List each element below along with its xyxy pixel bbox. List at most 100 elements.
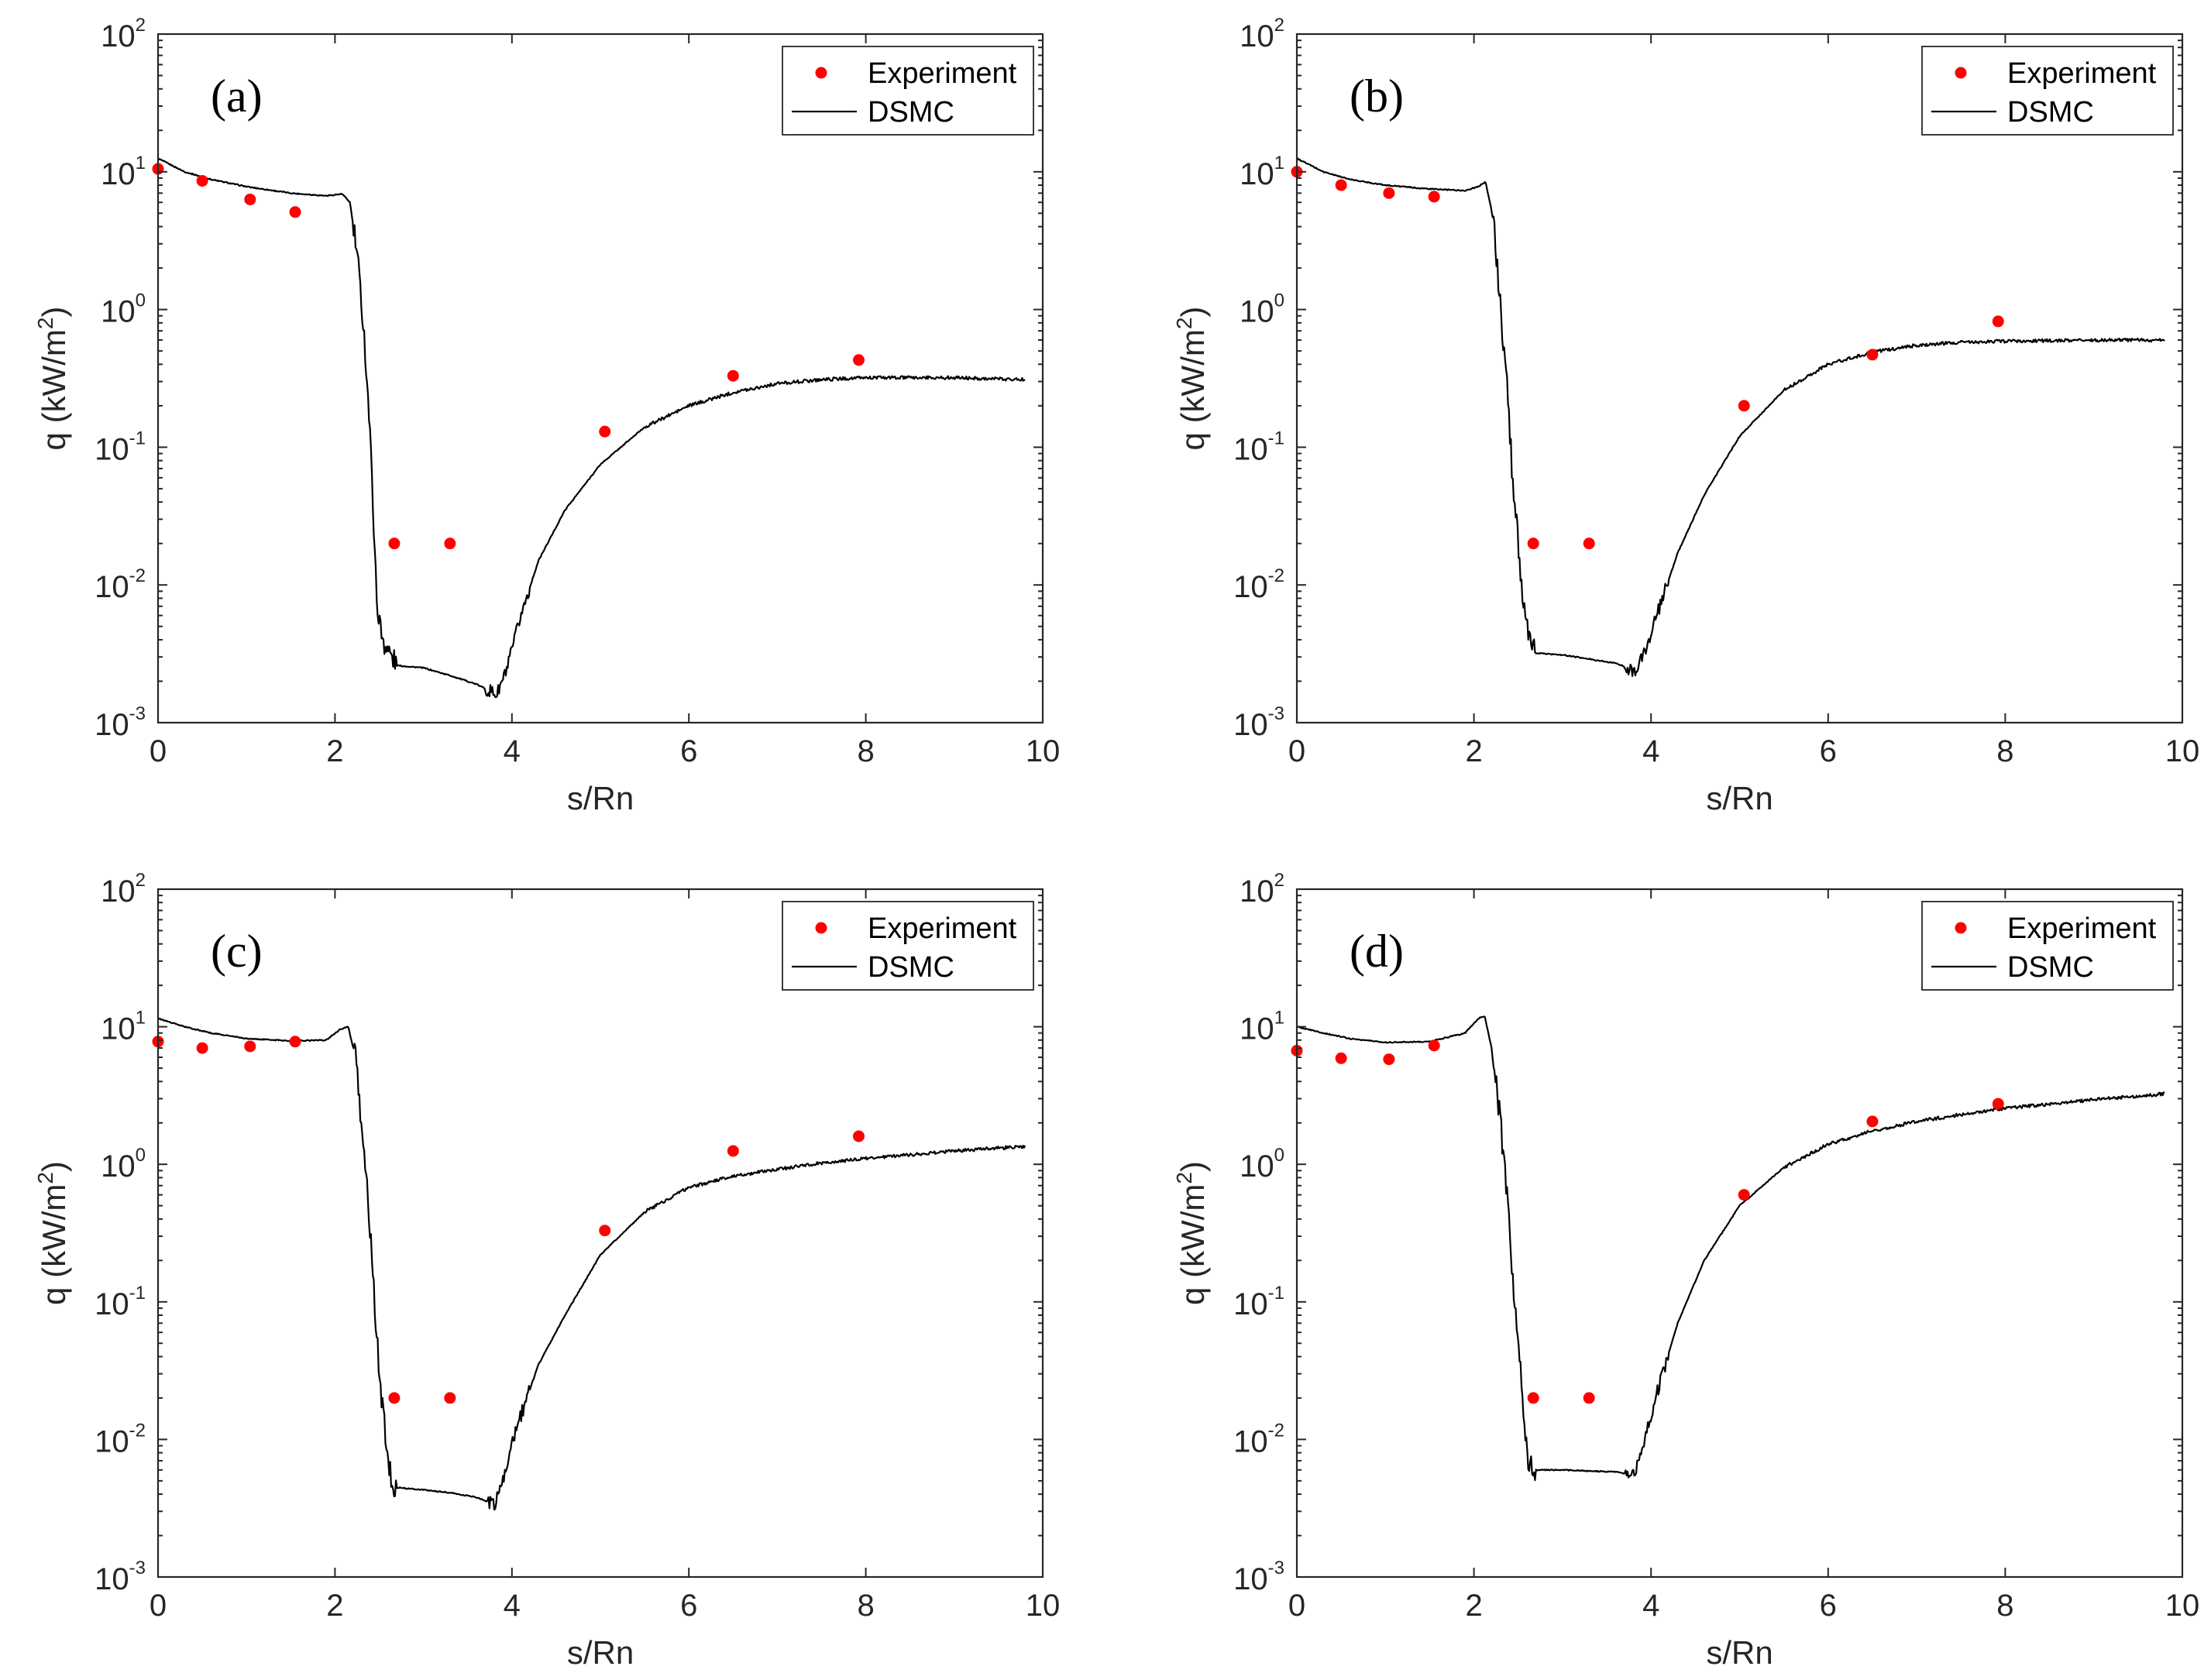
y-tick-label: 10-3 (1233, 703, 1284, 742)
x-tick-label: 8 (1996, 734, 2013, 768)
experiment-point (727, 369, 739, 382)
legend-experiment-marker (1955, 922, 1967, 934)
y-tick-label: 100 (101, 1145, 146, 1184)
x-tick-label: 4 (504, 734, 521, 768)
x-tick-label: 6 (1820, 734, 1837, 768)
x-axis-label: s/Rn (567, 780, 634, 816)
x-axis-label: s/Rn (1706, 1634, 1773, 1671)
y-tick-label: 101 (1240, 153, 1284, 191)
x-tick-label: 0 (1288, 1589, 1305, 1623)
experiment-point (289, 206, 301, 218)
experiment-point (289, 1036, 301, 1048)
x-tick-label: 10 (2165, 734, 2200, 768)
axes-frame (1295, 888, 2184, 1579)
x-tick-label: 2 (326, 734, 343, 768)
legend: Experiment DSMC (782, 46, 1034, 136)
legend-experiment-label: Experiment (868, 912, 1017, 945)
experiment-point (1527, 538, 1539, 550)
panel-label: (a) (211, 70, 263, 122)
y-tick-label: 10-3 (1233, 1558, 1284, 1596)
experiment-point (1738, 1189, 1750, 1201)
x-tick-label: 10 (2165, 1589, 2200, 1623)
y-tick-label: 10-2 (95, 565, 146, 604)
x-tick-label: 0 (150, 734, 167, 768)
panel-label: (b) (1350, 70, 1404, 122)
dsmc-curve (157, 157, 1026, 699)
legend-experiment-label: Experiment (2007, 912, 2157, 945)
experiment-point (599, 425, 611, 438)
y-tick-label: 10-3 (95, 1558, 146, 1596)
x-axis-label: s/Rn (1706, 780, 1773, 816)
experiment-point (1383, 1053, 1395, 1066)
y-tick-label: 100 (101, 290, 146, 329)
x-tick-label: 4 (1642, 1589, 1659, 1623)
y-tick-label: 102 (1240, 15, 1284, 53)
x-tick-label: 4 (504, 1589, 521, 1623)
y-tick-label: 10-1 (1233, 1283, 1284, 1321)
legend-experiment-marker (815, 67, 827, 79)
experiment-point (1738, 400, 1750, 412)
x-axis-label: s/Rn (567, 1634, 634, 1671)
y-tick-label: 10-3 (95, 703, 146, 742)
chart-panel-d: 0 2 4 6 8 10 10-3 10-2 10-1 100 101 102 s/Rn q (kW/m2… (1172, 870, 2199, 1671)
chart-panel-a: 0 2 4 6 8 10 10-3 10-2 10-1 100 101 102 s/Rn q (kW/m2… (33, 15, 1060, 816)
y-tick-label: 10-2 (95, 1420, 146, 1458)
y-tick-label: 10-2 (1233, 1420, 1284, 1458)
y-axis-label: q (kW/m2) (1172, 1161, 1211, 1305)
legend-dsmc-label: DSMC (2007, 951, 2094, 984)
y-tick-label: 100 (1240, 290, 1284, 329)
legend-dsmc-label: DSMC (868, 951, 954, 984)
experiment-point (1583, 538, 1595, 550)
experiment-point (1992, 1098, 2004, 1110)
y-tick-label: 100 (1240, 1145, 1284, 1184)
legend: Experiment DSMC (782, 901, 1034, 991)
y-tick-label: 10-2 (1233, 565, 1284, 604)
x-tick-label: 8 (857, 734, 874, 768)
x-tick-label: 6 (680, 1589, 697, 1623)
legend-box (782, 46, 1034, 136)
experiment-point (444, 1392, 456, 1404)
y-tick-label: 10-1 (95, 428, 146, 466)
x-tick-label: 2 (326, 1589, 343, 1623)
experiment-point (244, 193, 256, 205)
y-tick-label: 102 (101, 870, 146, 909)
experiment-point (852, 1130, 865, 1142)
x-tick-label: 4 (1642, 734, 1659, 768)
dsmc-curve (157, 1017, 1026, 1511)
plot-area (158, 34, 1043, 723)
legend: Experiment DSMC (1921, 46, 2174, 136)
x-tick-label: 8 (857, 1589, 874, 1623)
y-axis-label: q (kW/m2) (1172, 307, 1211, 451)
y-tick-label: 101 (1240, 1008, 1284, 1046)
plot-area (1297, 34, 2182, 723)
y-tick-label: 102 (1240, 870, 1284, 909)
x-tick-label: 8 (1996, 1589, 2013, 1623)
experiment-point (1527, 1392, 1539, 1404)
y-tick-label: 10-1 (1233, 428, 1284, 466)
y-tick-label: 101 (101, 153, 146, 191)
experiment-point (1428, 191, 1440, 203)
experiment-point (599, 1225, 611, 1237)
axes-frame (156, 888, 1044, 1579)
experiment-point (244, 1040, 256, 1053)
legend-experiment-marker (815, 922, 827, 934)
experiment-point (388, 538, 401, 550)
experiment-point (852, 354, 865, 366)
legend-dsmc-label: DSMC (868, 96, 954, 129)
y-tick-label: 102 (101, 15, 146, 53)
y-tick-label: 101 (101, 1008, 146, 1046)
legend-box (1921, 901, 2174, 991)
experiment-point (1383, 187, 1395, 199)
plot-area (1297, 889, 2182, 1577)
experiment-point (1583, 1392, 1595, 1404)
legend: Experiment DSMC (1921, 901, 2174, 991)
legend-experiment-marker (1955, 67, 1967, 79)
x-tick-label: 10 (1026, 734, 1061, 768)
experiment-point (196, 1042, 208, 1054)
y-tick-label: 10-1 (95, 1283, 146, 1321)
panel-label: (d) (1350, 926, 1404, 977)
axes-frame (1295, 33, 2184, 724)
experiment-point (1992, 315, 2004, 328)
experiment-point (1428, 1039, 1440, 1052)
